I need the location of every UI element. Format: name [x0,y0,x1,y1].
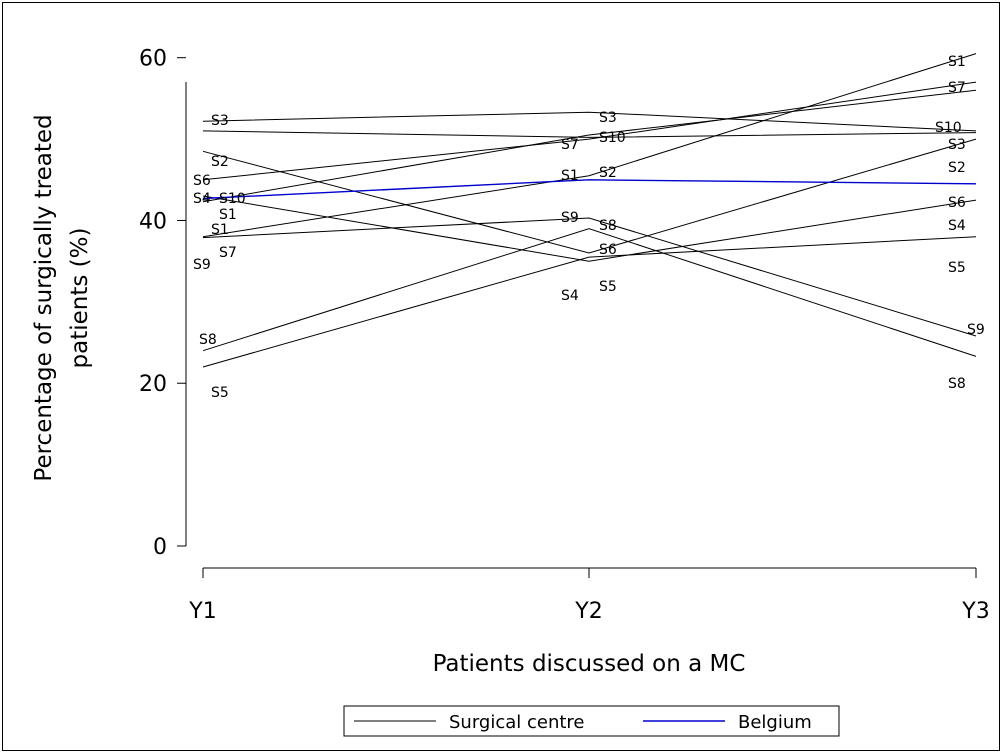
point-label-y2-s10: S10 [599,130,626,146]
point-label-y2-s9: S9 [561,210,579,226]
point-label-y1-s1: S1 [219,207,237,223]
point-label-y3-s3: S3 [948,137,966,153]
point-label-y3-s9: S9 [967,322,985,338]
series-line-s8 [202,228,977,357]
point-label-y2-s2: S2 [599,165,617,181]
series-line-s7 [202,217,977,337]
point-label-y3-s8: S8 [948,376,966,392]
point-label-y1-s7: S7 [219,245,237,261]
point-label-y3-s7: S7 [948,80,966,96]
point-label-y2-s5: S5 [599,279,617,295]
series-lines [202,53,977,368]
series-line-s4 [202,195,977,262]
series-line-s10 [202,89,977,203]
series-line-s5 [202,236,977,368]
x-axis-title-text: Patients discussed on a MC [433,651,746,677]
axes: 0 20 40 60 Y1 Y2 Y3 [139,47,990,624]
x-tick-label: Y3 [961,599,989,624]
point-label-y3-s5: S5 [948,260,966,276]
series-line-s3 [202,111,977,132]
point-label-y2-s4: S4 [561,288,579,304]
point-label-y3-s4: S4 [948,218,966,234]
point-label-y2-s3: S3 [599,110,617,126]
point-label-y3-s10: S10 [935,120,962,136]
legend-label-surgical-centre: Surgical centre [449,712,585,733]
series-line-s1 [202,53,977,238]
point-label-y3-s1: S1 [948,54,966,70]
point-label-y1-s4: S4 [193,191,211,207]
x-tick-label: Y1 [188,599,216,624]
y-axis-title-line-2: patients (%) [67,228,93,369]
point-label-y1-s2: S2 [211,154,229,170]
y-axis-title-group: Percentage of surgically treated patients… [31,114,93,481]
point-label-y2-s8: S8 [599,218,617,234]
point-label-y1-s5: S5 [211,385,229,401]
legend-label-belgium: Belgium [738,712,812,733]
y-axis-title-line-1: Percentage of surgically treated [31,114,57,481]
point-label-y3-s2: S2 [948,160,966,176]
point-label-y1-s10: S10 [219,191,246,207]
y-tick-label: 0 [153,535,167,560]
point-label-y2-s7: S7 [561,137,579,153]
point-label-y3-s6: S6 [948,195,966,211]
y-tick-label: 20 [139,372,167,397]
point-label-y1-s6: S6 [193,173,211,189]
x-axis-title: Patients discussed on a MC [433,651,746,677]
point-label-y1-s9: S9 [193,257,211,273]
series-line-belgium [202,179,977,200]
point-label-y1-s8: S8 [199,332,217,348]
series-line-s2 [202,138,977,254]
x-tick-label: Y2 [574,599,602,624]
legend: Surgical centre Belgium [343,705,840,737]
y-axis-title: Percentage of surgically treated patients… [31,114,93,481]
point-label-y2-s1: S1 [561,168,579,184]
series-line-s9 [202,130,977,138]
series-line-s6 [202,81,977,181]
line-chart: 0 20 40 60 Y1 Y2 Y3 Percentage of surgically t… [31,47,990,737]
point-label-y1-s1: S1 [211,222,229,238]
y-tick-label: 60 [139,47,167,72]
point-label-y1-s3: S3 [211,113,229,129]
point-label-y2-s6: S6 [599,242,617,258]
y-tick-label: 40 [139,209,167,234]
